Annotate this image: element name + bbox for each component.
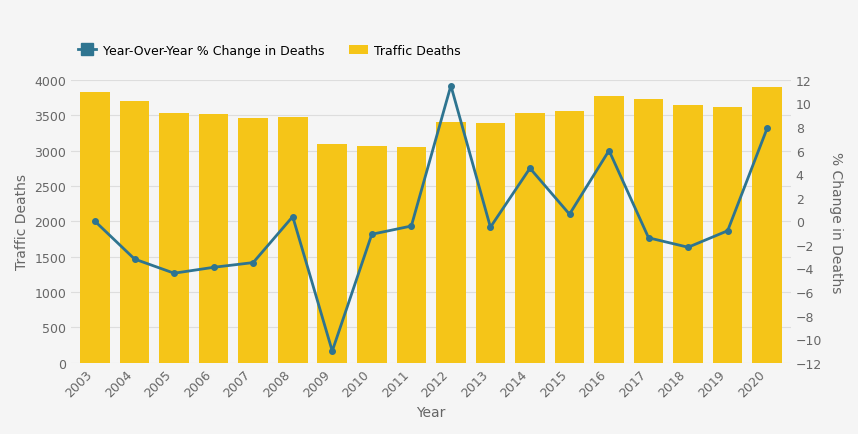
Year-Over-Year % Change in Deaths bbox=[90, 219, 100, 224]
Year-Over-Year % Change in Deaths bbox=[287, 214, 298, 220]
Legend: Year-Over-Year % Change in Deaths, Traffic Deaths: Year-Over-Year % Change in Deaths, Traff… bbox=[77, 44, 461, 57]
X-axis label: Year: Year bbox=[416, 405, 446, 419]
Y-axis label: % Change in Deaths: % Change in Deaths bbox=[829, 151, 843, 293]
Year-Over-Year % Change in Deaths bbox=[525, 166, 535, 171]
Year-Over-Year % Change in Deaths bbox=[604, 148, 614, 154]
Bar bbox=[475, 124, 505, 363]
Year-Over-Year % Change in Deaths bbox=[130, 257, 140, 262]
Bar bbox=[80, 93, 110, 363]
Bar bbox=[239, 118, 268, 363]
Year-Over-Year % Change in Deaths bbox=[366, 232, 377, 237]
Year-Over-Year % Change in Deaths bbox=[762, 126, 772, 132]
Bar bbox=[120, 102, 149, 363]
Bar bbox=[357, 147, 387, 363]
Year-Over-Year % Change in Deaths bbox=[486, 225, 496, 230]
Year-Over-Year % Change in Deaths bbox=[722, 229, 733, 234]
Bar bbox=[199, 114, 228, 363]
Bar bbox=[634, 100, 663, 363]
Bar bbox=[713, 108, 742, 363]
Year-Over-Year % Change in Deaths bbox=[683, 245, 693, 250]
Year-Over-Year % Change in Deaths bbox=[248, 260, 258, 266]
Bar bbox=[595, 97, 624, 363]
Bar bbox=[317, 145, 347, 363]
Bar bbox=[515, 113, 545, 363]
Bar bbox=[752, 88, 782, 363]
Year-Over-Year % Change in Deaths bbox=[565, 212, 575, 217]
Year-Over-Year % Change in Deaths bbox=[406, 224, 416, 229]
Year-Over-Year % Change in Deaths bbox=[208, 265, 219, 270]
Year-Over-Year % Change in Deaths bbox=[644, 236, 654, 241]
Bar bbox=[160, 113, 189, 363]
Bar bbox=[396, 148, 426, 363]
Bar bbox=[436, 123, 466, 363]
Year-Over-Year % Change in Deaths bbox=[327, 349, 337, 354]
Y-axis label: Traffic Deaths: Traffic Deaths bbox=[15, 174, 29, 270]
Year-Over-Year % Change in Deaths bbox=[169, 271, 179, 276]
Bar bbox=[674, 106, 703, 363]
Bar bbox=[554, 112, 584, 363]
Bar bbox=[278, 118, 307, 363]
Line: Year-Over-Year % Change in Deaths: Year-Over-Year % Change in Deaths bbox=[93, 84, 770, 354]
Year-Over-Year % Change in Deaths bbox=[446, 84, 456, 89]
